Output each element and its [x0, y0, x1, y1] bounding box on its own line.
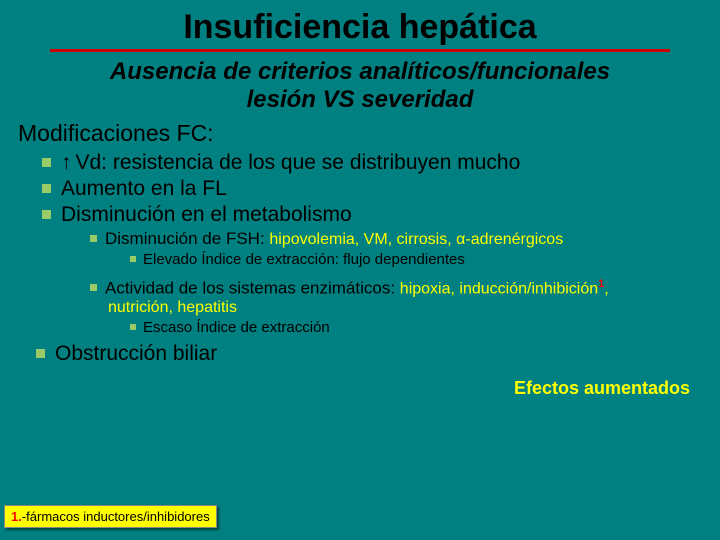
l2-tail1: hipoxia, inducción/inhibición [400, 281, 598, 298]
l2-tail: hipovolemia, VM, cirrosis, α-adrenérgico… [269, 231, 563, 248]
bullet-icon [42, 184, 51, 193]
subtitle-line1: Ausencia de criterios analíticos/funcion… [0, 58, 720, 86]
list-item: Obstrucción biliar [36, 342, 720, 366]
effects-label: Efectos aumentados [0, 378, 690, 399]
l2-lead: Actividad de los sistemas enzimáticos: [105, 279, 400, 298]
footnote-text: -fármacos inductores/inhibidores [22, 509, 210, 524]
up-arrow-icon: ↑ [61, 151, 72, 175]
bullet-icon [42, 210, 51, 219]
section-heading: Modificaciones FC: [18, 120, 720, 147]
bullet-icon [90, 235, 97, 242]
l3-text: Escaso Índice de extracción [143, 319, 330, 336]
footnote-box: 1.-fármacos inductores/inhibidores [4, 505, 217, 528]
list-item: Escaso Índice de extracción [130, 319, 720, 336]
list-item: Elevado Índice de extracción: flujo depe… [130, 251, 720, 268]
list-item: Aumento en la FL [42, 177, 720, 201]
list-item: Disminución en el metabolismo [42, 203, 720, 227]
list-item: Disminución de FSH: hipovolemia, VM, cir… [90, 229, 720, 249]
l1-text: Aumento en la FL [61, 177, 227, 201]
list-item: Actividad de los sistemas enzimáticos: h… [90, 278, 720, 317]
l1-text: Disminución en el metabolismo [61, 203, 352, 227]
bullet-icon [90, 284, 97, 291]
l1-text: Obstrucción biliar [55, 342, 217, 366]
l2-continuation: nutrición, hepatitis [108, 299, 720, 317]
title-underline [50, 49, 670, 52]
subtitle-line2: lesión VS severidad [0, 86, 720, 114]
list-item: ↑Vd: resistencia de los que se distribuy… [42, 151, 720, 175]
bullet-icon [42, 158, 51, 167]
l2-lead: Disminución de FSH: [105, 229, 269, 248]
bullet-icon [36, 349, 45, 358]
footnote-number: 1. [11, 509, 22, 524]
slide-title: Insuficiencia hepática [0, 0, 720, 47]
bullet-icon [130, 324, 136, 330]
bullet-icon [130, 256, 136, 262]
l2-tail2: , [604, 281, 608, 298]
l1-text: Vd: resistencia de los que se distribuye… [76, 151, 521, 174]
bullet-list: ↑Vd: resistencia de los que se distribuy… [0, 151, 720, 366]
l3-text: Elevado Índice de extracción: flujo depe… [143, 251, 465, 268]
